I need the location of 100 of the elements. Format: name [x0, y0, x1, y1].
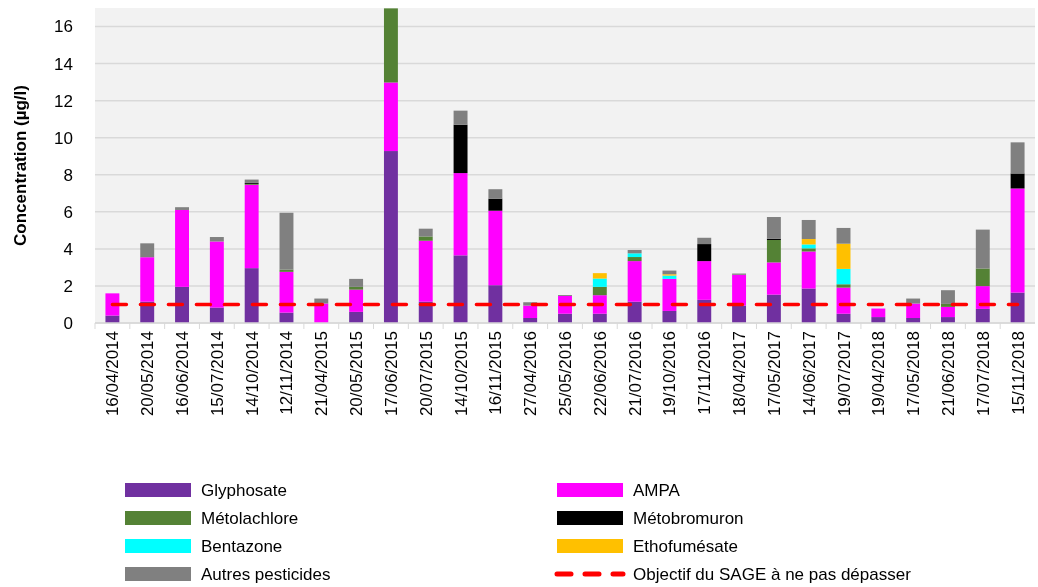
x-tick-label: 20/07/2015	[416, 331, 436, 417]
bar	[349, 289, 364, 312]
x-tick-label: 17/11/2016	[695, 331, 715, 415]
bar	[836, 243, 851, 269]
x-tick-label: 18/04/2017	[730, 331, 750, 417]
bar	[906, 303, 921, 318]
bar	[175, 286, 189, 323]
legend-label: Métolachlore	[201, 509, 299, 528]
bar	[906, 298, 921, 304]
bar	[836, 268, 851, 285]
bar	[627, 257, 642, 262]
x-tick-label: 21/04/2015	[312, 331, 332, 417]
y-tick-label: 16	[54, 17, 73, 37]
bar	[1010, 188, 1025, 293]
legend-label: Métobromuron	[633, 509, 744, 528]
y-axis-title: Concentration (µg/l)	[11, 85, 30, 246]
x-tick-label: 21/07/2016	[625, 331, 645, 417]
y-tick-label: 0	[63, 313, 73, 333]
bar	[105, 293, 120, 316]
bar	[349, 311, 364, 323]
bar	[453, 110, 468, 125]
bar	[209, 307, 224, 323]
bar	[418, 240, 433, 302]
legend-label: AMPA	[633, 481, 681, 500]
bar	[697, 244, 712, 262]
bar	[383, 151, 398, 323]
x-tick-label: 17/05/2017	[764, 331, 784, 417]
y-tick-label: 12	[54, 91, 73, 111]
bar	[592, 278, 607, 287]
bar	[349, 278, 364, 287]
x-tick-label: 19/07/2017	[834, 331, 854, 417]
bar	[941, 306, 955, 318]
bar	[697, 237, 712, 245]
bar	[766, 262, 781, 295]
bar	[732, 305, 747, 323]
bar	[488, 210, 503, 286]
y-tick-label: 2	[63, 276, 73, 296]
bar	[627, 253, 642, 258]
bar	[732, 274, 747, 306]
bar	[209, 237, 224, 242]
x-tick-label: 14/10/2015	[451, 331, 471, 417]
bar	[1010, 173, 1025, 189]
bar	[801, 251, 816, 289]
y-tick-label: 4	[63, 239, 73, 259]
x-tick-label: 21/06/2018	[938, 331, 958, 417]
bar	[766, 217, 781, 239]
x-tick-label: 20/05/2014	[138, 331, 158, 417]
bar	[244, 184, 259, 269]
y-tick-label: 14	[54, 54, 73, 74]
bar	[244, 268, 259, 323]
bar	[662, 278, 677, 311]
bar	[801, 248, 816, 252]
bar	[975, 268, 990, 287]
bar	[175, 207, 189, 210]
bar	[662, 310, 677, 323]
bar	[836, 227, 851, 244]
x-tick-label: 27/04/2016	[521, 331, 541, 417]
y-tick-label: 8	[63, 165, 73, 185]
x-tick-label: 14/10/2014	[242, 331, 262, 417]
bar	[1010, 142, 1025, 174]
bar	[627, 249, 642, 254]
bar	[801, 288, 816, 323]
y-tick-label: 6	[63, 202, 73, 222]
bar	[453, 124, 468, 174]
bar	[383, 8, 398, 83]
legend-label: Ethofumésate	[633, 537, 738, 556]
bar	[453, 173, 468, 256]
bar	[488, 285, 503, 323]
bar	[453, 255, 468, 323]
x-tick-label: 16/06/2014	[173, 331, 193, 417]
bar	[488, 198, 503, 211]
x-tick-label: 25/05/2016	[556, 331, 575, 417]
bar	[349, 286, 364, 290]
bar	[279, 212, 294, 270]
x-tick-label: 15/11/2018	[1008, 331, 1028, 415]
bar	[1010, 292, 1025, 323]
bar	[209, 241, 224, 308]
bar	[975, 229, 990, 269]
bar	[627, 301, 642, 323]
bar	[488, 189, 503, 199]
bar	[523, 305, 538, 318]
legend-label: Autres pesticides	[201, 565, 331, 584]
bar	[941, 290, 955, 304]
x-tick-label: 17/07/2018	[973, 331, 993, 417]
legend-label: Objectif du SAGE à ne pas dépasser	[633, 565, 912, 584]
bar	[766, 239, 781, 263]
bar	[801, 239, 816, 245]
legend-label: Bentazone	[201, 537, 283, 556]
x-tick-label: 19/04/2018	[869, 331, 889, 417]
bar	[871, 308, 886, 318]
bar	[766, 294, 781, 323]
bar	[801, 244, 816, 249]
bar	[140, 243, 155, 258]
x-tick-label: 22/06/2016	[590, 331, 610, 417]
bar	[697, 261, 712, 300]
x-tick-label: 20/05/2015	[347, 331, 367, 417]
bar	[383, 82, 398, 152]
bar	[418, 228, 433, 237]
x-tick-label: 14/06/2017	[799, 331, 819, 417]
x-tick-label: 17/05/2018	[904, 331, 924, 417]
